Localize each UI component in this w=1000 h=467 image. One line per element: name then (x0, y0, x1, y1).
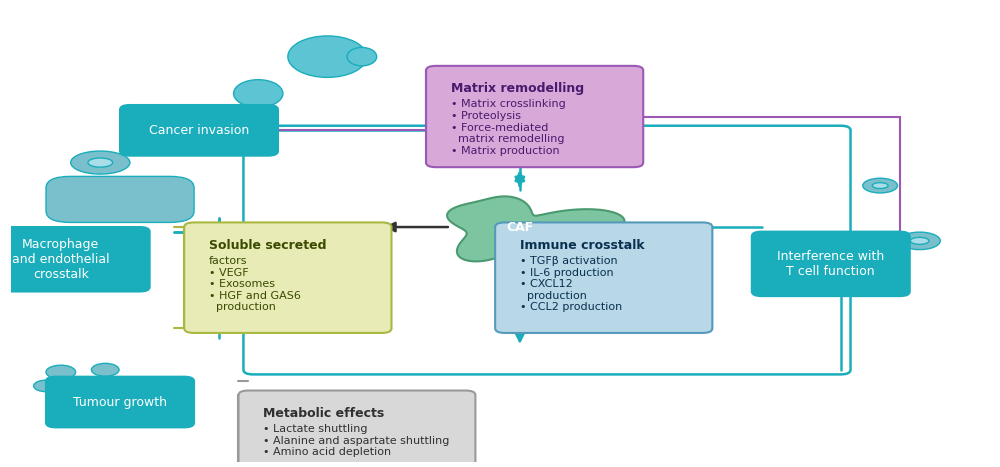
Text: • TGFβ activation
• IL-6 production
• CXCL12
  production
• CCL2 production: • TGFβ activation • IL-6 production • CX… (520, 256, 622, 312)
Text: Cancer invasion: Cancer invasion (149, 124, 249, 137)
Text: Immune crosstalk: Immune crosstalk (520, 239, 644, 252)
Text: Macrophage
and endothelial
crosstalk: Macrophage and endothelial crosstalk (12, 238, 110, 281)
FancyBboxPatch shape (752, 232, 910, 296)
Text: Interference with
T cell function: Interference with T cell function (777, 250, 884, 278)
FancyBboxPatch shape (426, 66, 643, 167)
Ellipse shape (94, 399, 117, 410)
Text: Tumour growth: Tumour growth (73, 396, 167, 409)
Ellipse shape (899, 232, 940, 249)
Text: • Lactate shuttling
• Alanine and aspartate shuttling
• Amino acid depletion: • Lactate shuttling • Alanine and aspart… (263, 424, 450, 457)
Ellipse shape (46, 365, 76, 379)
Text: • Matrix crosslinking
• Proteolysis
• Force-mediated
  matrix remodelling
• Matr: • Matrix crosslinking • Proteolysis • Fo… (451, 99, 565, 156)
FancyBboxPatch shape (495, 222, 712, 333)
Ellipse shape (234, 80, 283, 107)
Ellipse shape (872, 183, 888, 189)
Text: Metabolic effects: Metabolic effects (263, 407, 384, 420)
Text: CAF: CAF (506, 220, 533, 234)
Ellipse shape (55, 397, 77, 407)
FancyBboxPatch shape (46, 377, 194, 427)
Ellipse shape (855, 281, 885, 293)
Ellipse shape (910, 237, 929, 244)
Ellipse shape (863, 284, 877, 290)
Ellipse shape (113, 381, 137, 391)
Ellipse shape (863, 178, 898, 193)
Ellipse shape (129, 132, 170, 148)
Ellipse shape (88, 158, 113, 167)
FancyBboxPatch shape (184, 222, 392, 333)
FancyBboxPatch shape (120, 105, 278, 156)
Polygon shape (447, 197, 624, 262)
Text: factors
• VEGF
• Exosomes
• HGF and GAS6
  production: factors • VEGF • Exosomes • HGF and GAS6… (209, 256, 301, 312)
Text: Soluble secreted: Soluble secreted (209, 239, 326, 252)
FancyBboxPatch shape (0, 227, 150, 291)
Ellipse shape (71, 151, 130, 174)
Ellipse shape (73, 384, 98, 396)
Ellipse shape (34, 380, 58, 392)
Ellipse shape (91, 363, 119, 376)
FancyBboxPatch shape (46, 177, 194, 222)
Ellipse shape (288, 36, 367, 78)
Ellipse shape (347, 48, 377, 66)
Ellipse shape (141, 136, 158, 143)
FancyBboxPatch shape (238, 390, 475, 467)
Text: Matrix remodelling: Matrix remodelling (451, 82, 584, 95)
